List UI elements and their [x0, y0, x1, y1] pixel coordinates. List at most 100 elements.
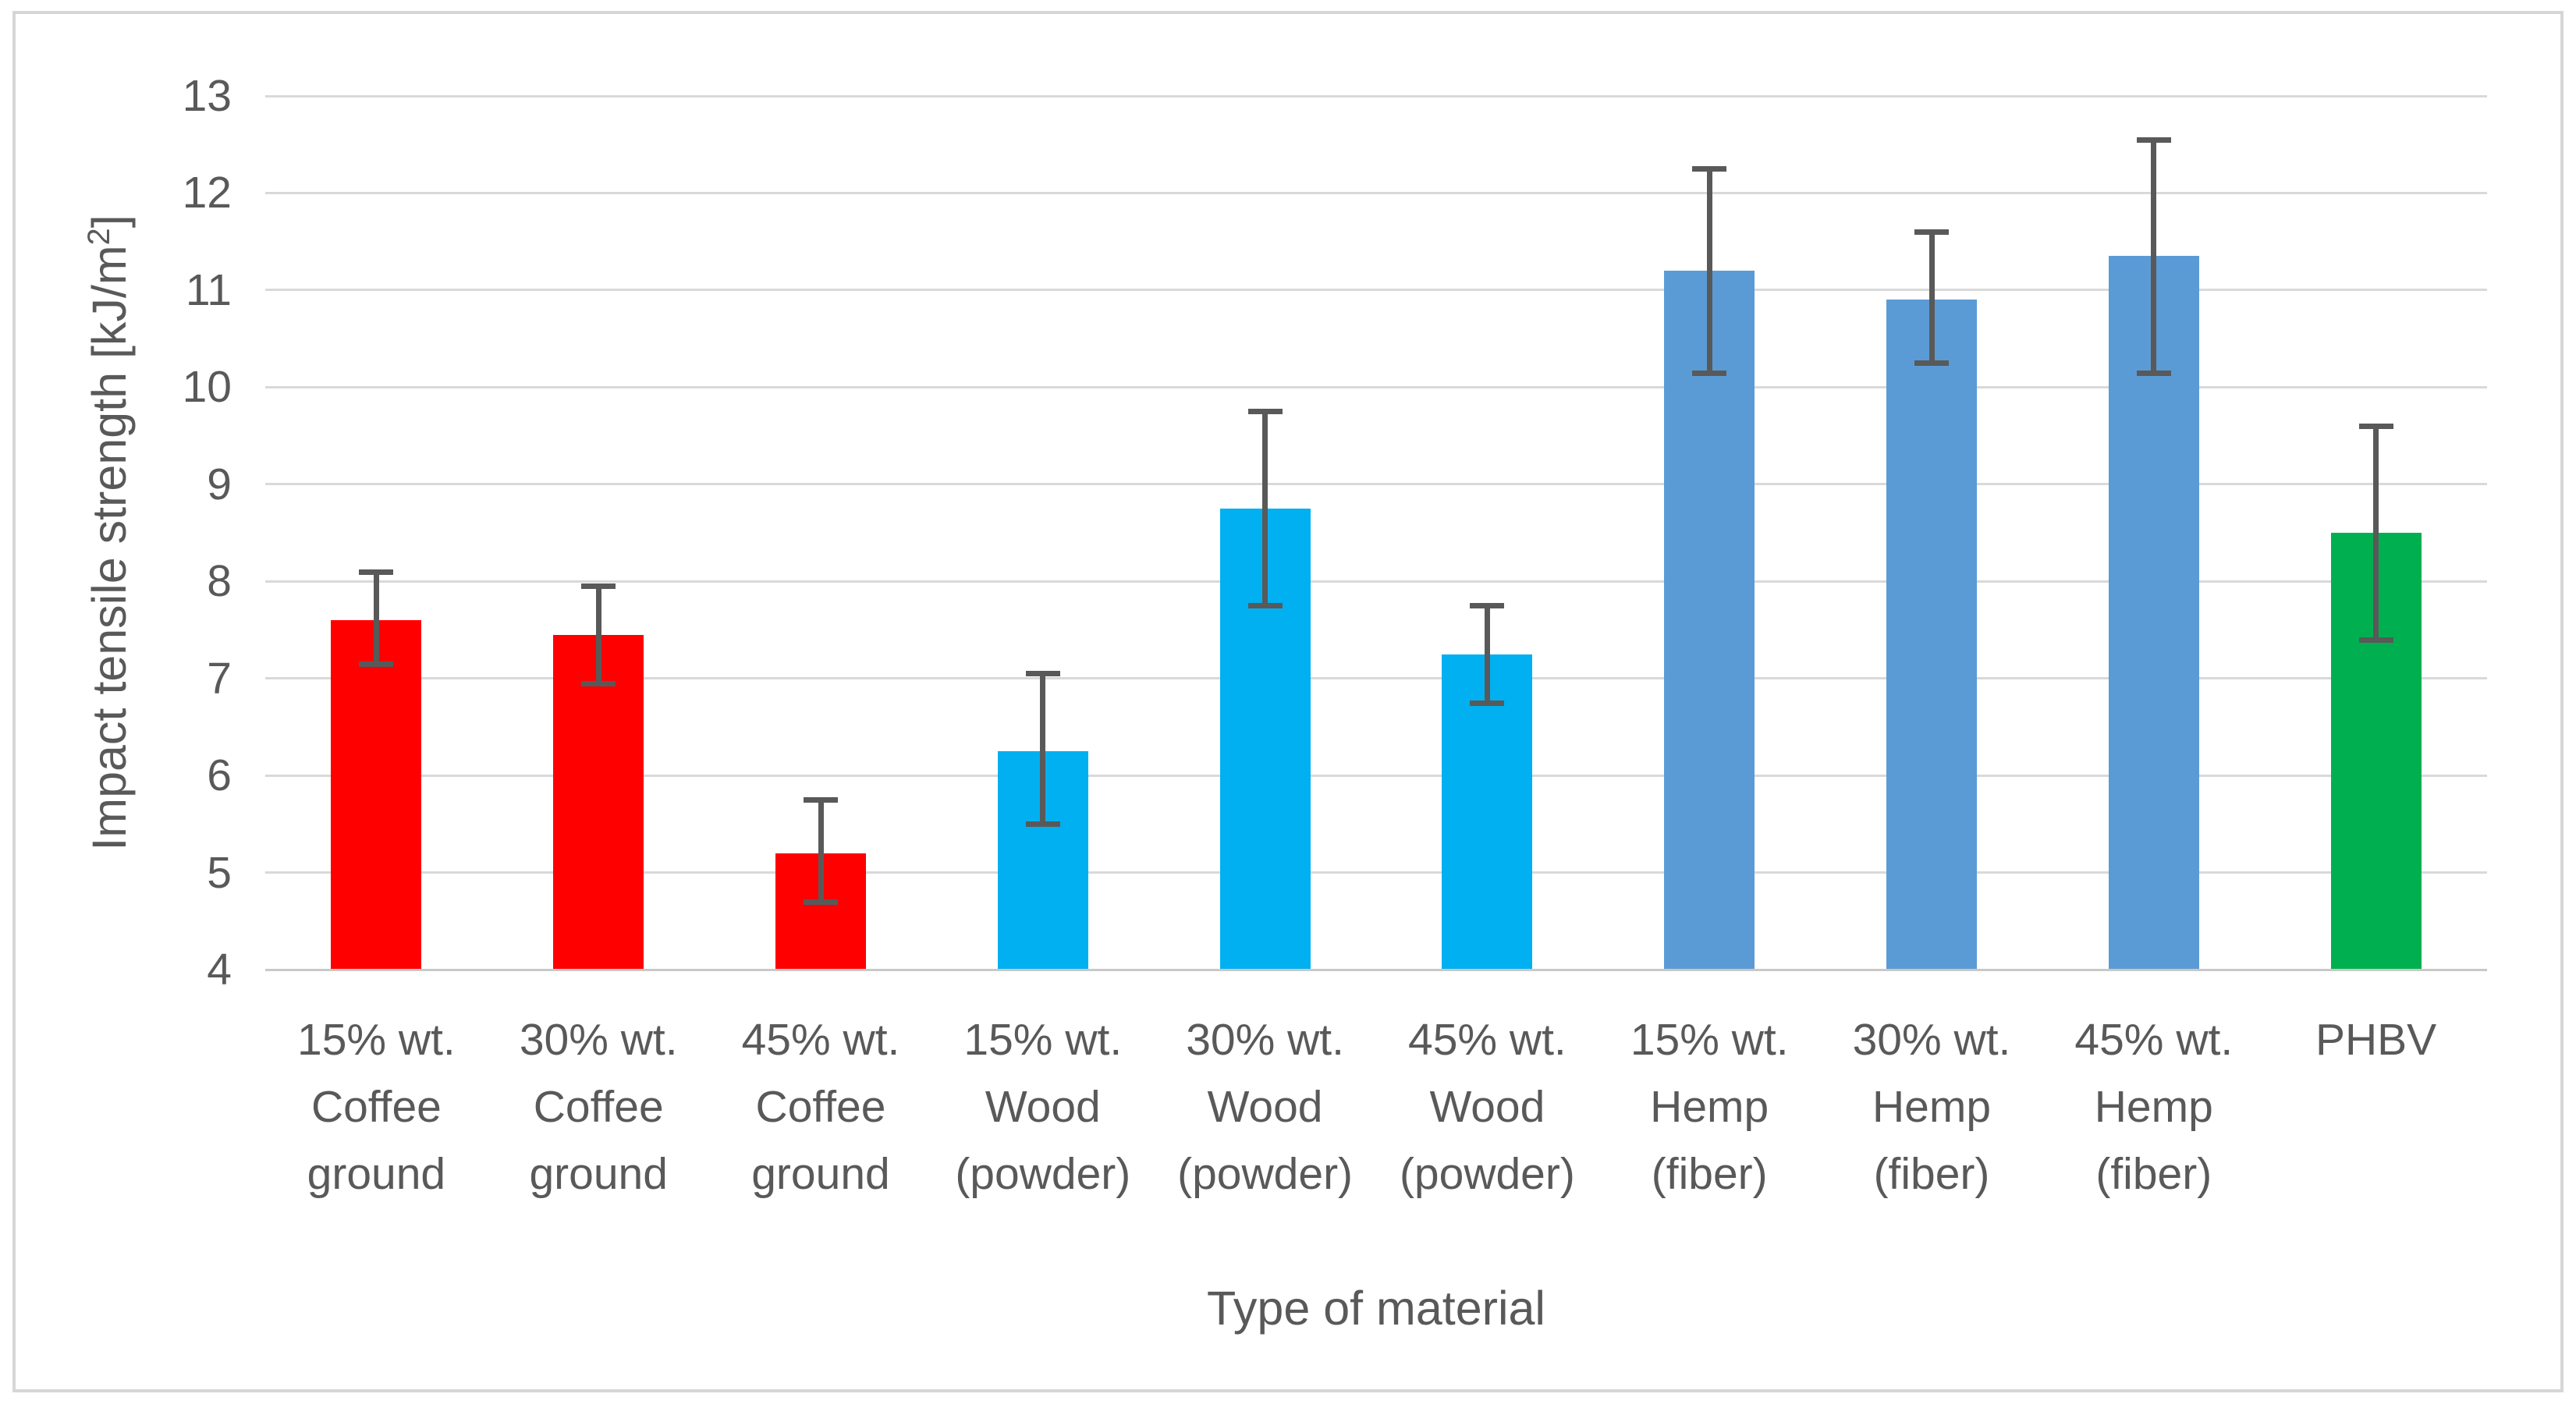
gridline: [265, 871, 2487, 874]
error-bar-bottom-cap: [2136, 370, 2171, 376]
error-bar-whisker: [1706, 168, 1712, 373]
y-axis-title: Impact tensile strength [kJ/m2]: [81, 215, 137, 851]
gridline: [265, 774, 2487, 777]
x-category-label-line: (powder): [1399, 1149, 1575, 1199]
x-category-label: 45% wt. Wood (powder): [1376, 1006, 1598, 1208]
error-bar-top-cap: [581, 583, 616, 590]
error-bar-top-cap: [1025, 671, 1060, 677]
gridline: [265, 289, 2487, 292]
bar: [1664, 271, 1755, 970]
x-category-label: 15% wt. Coffee ground: [265, 1006, 488, 1208]
gridline: [265, 580, 2487, 583]
error-bar-whisker: [373, 571, 379, 664]
bar: [331, 620, 422, 970]
error-bar-bottom-cap: [2358, 637, 2393, 643]
gridline: [265, 191, 2487, 194]
x-category-label-line: Wood: [1429, 1082, 1545, 1132]
x-category-label-line: Hemp: [1650, 1082, 1769, 1132]
error-bar-whisker: [1262, 411, 1268, 606]
error-bar-bottom-cap: [1914, 360, 1949, 367]
x-category-label-line: ground: [307, 1149, 446, 1199]
x-category-label-line: (fiber): [1651, 1149, 1768, 1199]
x-category-label-line: Coffee: [755, 1082, 886, 1132]
error-bar-whisker: [1484, 605, 1490, 703]
error-bar-bottom-cap: [804, 899, 838, 905]
error-bar-whisker: [1928, 232, 1935, 364]
y-tick-label: 13: [182, 71, 232, 121]
error-bar-top-cap: [2136, 137, 2171, 143]
error-bar-whisker: [2373, 426, 2379, 640]
x-category-label: 30% wt. Wood (powder): [1154, 1006, 1376, 1208]
error-bar-whisker: [595, 586, 601, 683]
y-tick-label: 8: [207, 556, 232, 607]
bar: [1442, 654, 1533, 970]
x-category-label-line: 45% wt.: [2074, 1015, 2234, 1065]
x-category-label-line: 30% wt.: [1852, 1015, 2011, 1065]
bar: [1886, 300, 1977, 970]
error-bar-bottom-cap: [1247, 603, 1283, 609]
error-bar-bottom-cap: [1470, 700, 1505, 706]
x-category-label-line: (fiber): [1873, 1149, 1990, 1199]
error-bar-top-cap: [2358, 424, 2393, 430]
gridline: [265, 385, 2487, 388]
error-bar-whisker: [1040, 673, 1046, 825]
x-category-label-line: (powder): [1177, 1149, 1354, 1199]
x-category-label-line: 30% wt.: [519, 1015, 678, 1065]
error-bar-top-cap: [1247, 409, 1283, 415]
x-category-label: 15% wt. Hemp (fiber): [1598, 1006, 1821, 1208]
x-category-label-line: Hemp: [1872, 1082, 1992, 1132]
x-category-label-line: Coffee: [310, 1082, 442, 1132]
x-category-label-line: (fiber): [2095, 1149, 2212, 1199]
x-category-label-line: PHBV: [2315, 1015, 2437, 1065]
x-category-label-line: (powder): [955, 1149, 1131, 1199]
error-bar-bottom-cap: [359, 661, 394, 667]
x-category-label-line: Wood: [1207, 1082, 1323, 1132]
y-tick-label: 11: [185, 264, 232, 315]
gridline: [265, 483, 2487, 486]
x-category-label-line: 15% wt.: [963, 1015, 1123, 1065]
error-bar-whisker: [818, 800, 824, 902]
bar: [553, 634, 644, 970]
error-bar-top-cap: [359, 569, 394, 575]
x-category-label-line: ground: [751, 1149, 890, 1199]
y-tick-label: 7: [207, 653, 232, 704]
error-bar-bottom-cap: [1692, 370, 1727, 376]
x-axis-title: Type of material: [1207, 1282, 1545, 1335]
x-category-label-line: 15% wt.: [297, 1015, 456, 1065]
chart-border-frame: [12, 11, 2564, 1392]
y-tick-label: 4: [207, 945, 232, 995]
x-category-label: 15% wt. Wood (powder): [931, 1006, 1154, 1208]
error-bar-top-cap: [1692, 166, 1727, 172]
x-category-label-line: 15% wt.: [1630, 1015, 1789, 1065]
x-category-label-line: 45% wt.: [741, 1015, 900, 1065]
x-category-label: PHBV: [2265, 1006, 2487, 1073]
x-category-label-line: Wood: [985, 1082, 1101, 1132]
error-bar-bottom-cap: [1025, 821, 1060, 828]
error-bar-whisker: [2151, 140, 2157, 373]
x-category-label: 45% wt. Hemp (fiber): [2042, 1006, 2265, 1208]
x-category-label: 30% wt. Coffee ground: [488, 1006, 710, 1208]
y-tick-label: 12: [182, 168, 232, 218]
error-bar-top-cap: [804, 797, 838, 803]
x-category-label-line: Coffee: [533, 1082, 664, 1132]
x-category-label: 45% wt. Coffee ground: [710, 1006, 932, 1208]
y-tick-label: 5: [207, 847, 232, 898]
x-category-label-line: Hemp: [2094, 1082, 2213, 1132]
x-category-label-line: 45% wt.: [1408, 1015, 1567, 1065]
gridline: [265, 677, 2487, 680]
error-bar-top-cap: [1914, 229, 1949, 236]
x-category-label: 30% wt. Hemp (fiber): [1821, 1006, 2043, 1208]
x-category-label-line: ground: [529, 1149, 668, 1199]
gridline: [265, 94, 2487, 98]
y-tick-label: 9: [207, 459, 232, 509]
y-tick-label: 10: [182, 362, 232, 413]
error-bar-bottom-cap: [581, 680, 616, 686]
x-category-label-line: 30% wt.: [1186, 1015, 1344, 1065]
x-axis-line: [265, 968, 2487, 971]
